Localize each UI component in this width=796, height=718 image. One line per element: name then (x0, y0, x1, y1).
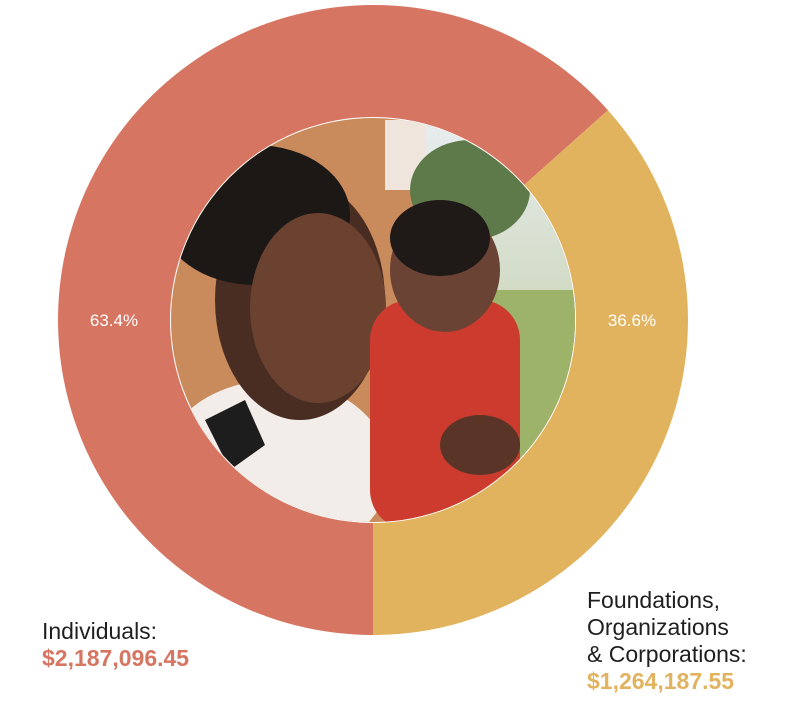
legend-foundations-line2: Organizations (587, 614, 729, 640)
legend-foundations-amount: $1,264,187.55 (587, 668, 735, 694)
slice-percent-label-0: 63.4% (90, 311, 138, 330)
legend-foundations-line3: & Corporations: (587, 641, 747, 667)
donut-slice-1 (373, 110, 688, 636)
donut-slice-0 (58, 4, 608, 636)
legend-individuals-amount: $2,187,096.45 (42, 645, 190, 671)
legend-individuals: Individuals: $2,187,096.45 (42, 618, 189, 672)
legend-foundations: Foundations, Organizations & Corporation… (587, 587, 747, 695)
slice-percent-label-1: 36.6% (608, 311, 656, 330)
legend-foundations-line1: Foundations, (587, 587, 720, 613)
legend-individuals-label: Individuals: (42, 618, 158, 644)
